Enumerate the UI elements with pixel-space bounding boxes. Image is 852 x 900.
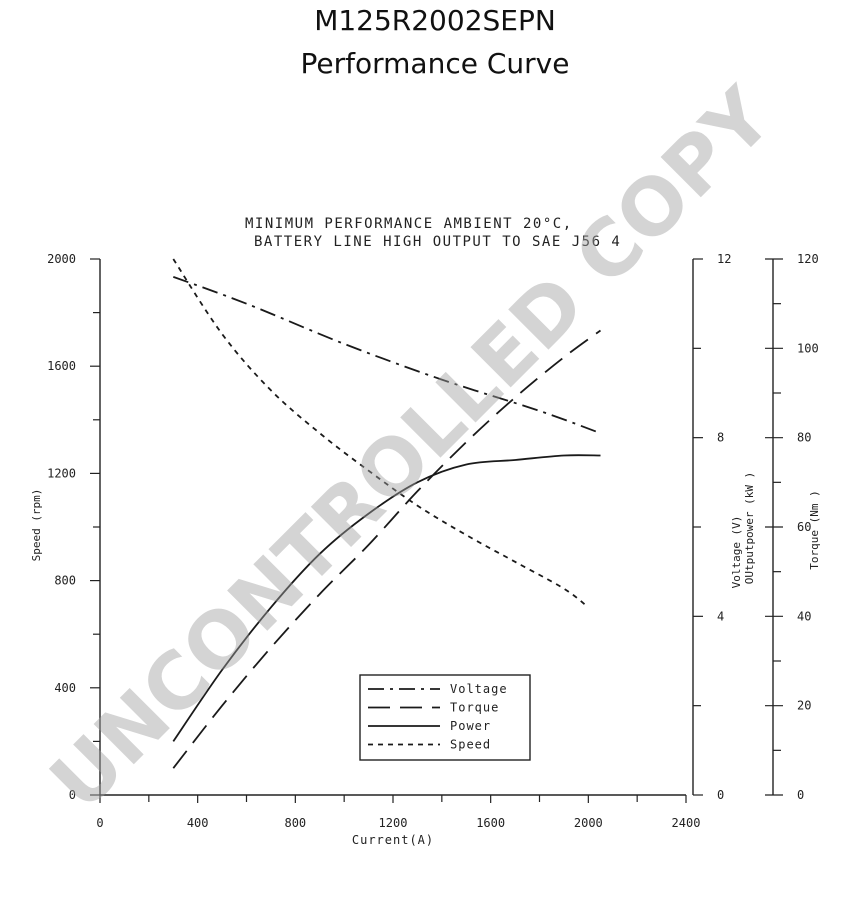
page-title-line2: Performance Curve [301,47,570,80]
chart-axes: 0 400 800 1200 1600 2000 240004008001200160020… [47,252,819,830]
torque-tick-label: 120 [797,252,819,266]
speed-axis-label: Speed (rpm) [30,489,43,562]
speed-tick-label: 2000 [47,252,76,266]
speed-tick-label: 1600 [47,359,76,373]
speed-tick-label: 1200 [47,466,76,480]
legend-label-power: Power [450,719,491,733]
speed-series-line [172,258,589,609]
x-tick-label: 1200 [379,816,408,830]
x-tick-label: 1600 [476,816,505,830]
torque-tick-label: 60 [797,520,811,534]
voltage-series-line [172,276,601,435]
speed-tick-label: 0 [69,788,76,802]
x-tick-label: 2000 [574,816,603,830]
voltage-tick-label: 8 [717,431,724,445]
power-axis-label: OUtputpower (kW ) [743,472,756,585]
x-tick-label: 400 [187,816,209,830]
torque-tick-label: 40 [797,609,811,623]
voltage-tick-label: 4 [717,609,724,623]
power-series-line [172,454,601,742]
torque-tick-label: 0 [797,788,804,802]
torque-tick-label: 100 [797,341,819,355]
x-tick-label: 800 [284,816,306,830]
legend: Voltage Torque Power Speed [359,674,531,761]
torque-tick-label: 20 [797,699,811,713]
page-title-line1: M125R2002SEPN [314,4,556,37]
speed-tick-label: 400 [54,681,76,695]
legend-label-voltage: Voltage [450,682,508,696]
speed-tick-label: 800 [54,574,76,588]
x-axis-label: Current(A) [352,833,434,847]
voltage-axis-label: Voltage (V) [730,516,743,589]
chart-subtitle-line2: BATTERY LINE HIGH OUTPUT TO SAE J56 4 [254,234,621,250]
legend-label-speed: Speed [450,738,491,752]
legend-label-torque: Torque [450,701,499,715]
legend-box [359,674,531,761]
voltage-tick-label: 12 [717,252,731,266]
chart-curves [172,258,602,769]
x-tick-label: 0 [96,816,103,830]
torque-series-line [172,329,602,769]
torque-tick-label: 80 [797,431,811,445]
voltage-tick-label: 0 [717,788,724,802]
x-tick-label: 2400 [672,816,701,830]
torque-axis-label: Torque (Nm ) [808,490,821,569]
chart-subtitle-line1: MINIMUM PERFORMANCE AMBIENT 20°C, [245,216,573,232]
